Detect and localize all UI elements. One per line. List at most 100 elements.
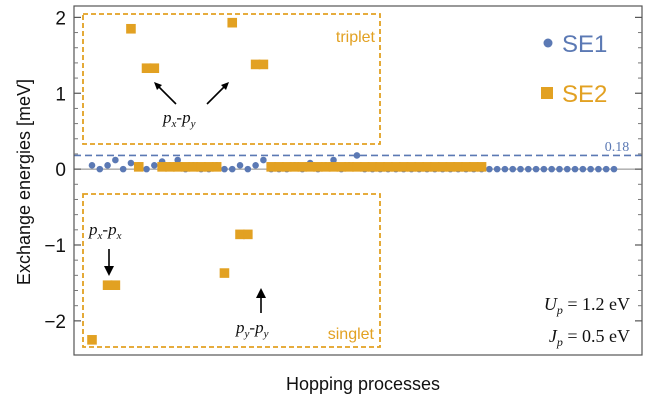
- data-point-se1: [228, 165, 236, 173]
- data-point-se1: [493, 165, 501, 173]
- data-point-se2: [367, 162, 378, 172]
- data-point-se2: [297, 162, 308, 172]
- data-point-se2: [344, 162, 354, 172]
- data-point-se1: [143, 165, 150, 173]
- y-axis-title: Exchange energies [meV]: [14, 79, 34, 285]
- data-point-se2: [437, 162, 448, 172]
- data-point-se2: [398, 162, 409, 172]
- annotation-up: Up = 1.2 eV: [544, 294, 630, 317]
- data-point-se2: [453, 162, 463, 172]
- svg-text:px-py: px-py: [162, 108, 196, 130]
- data-point-se2: [266, 162, 276, 172]
- data-point-se2: [289, 162, 300, 172]
- data-point-se2: [141, 63, 152, 74]
- data-point-se2: [461, 162, 471, 172]
- data-point-se1: [532, 165, 540, 173]
- legend: SE1 SE2: [541, 31, 607, 108]
- data-point-se1: [112, 156, 119, 164]
- data-point-se1: [260, 156, 267, 164]
- data-point-se2: [243, 229, 253, 240]
- svg-text:py-py: py-py: [235, 318, 269, 340]
- data-point-se2: [414, 162, 425, 172]
- data-point-se2: [219, 268, 230, 278]
- data-point-se1: [509, 165, 517, 173]
- data-point-se2: [383, 162, 393, 172]
- data-point-se1: [127, 159, 135, 167]
- data-point-se2: [258, 59, 269, 70]
- data-point-se2: [320, 162, 331, 172]
- legend-marker-se2: [541, 87, 553, 99]
- data-point-se2: [126, 23, 136, 34]
- data-point-se2: [235, 229, 245, 240]
- data-point-se2: [445, 162, 456, 172]
- data-point-se1: [96, 165, 104, 173]
- annotation-py-py: py-py: [235, 288, 269, 340]
- data-point-se2: [149, 63, 160, 74]
- data-point-se2: [305, 162, 315, 172]
- data-point-se2: [352, 162, 362, 172]
- data-point-se2: [180, 162, 191, 172]
- data-point-se2: [359, 162, 370, 172]
- legend-marker-se1: [543, 38, 553, 48]
- data-point-se1: [602, 165, 610, 173]
- data-point-se1: [236, 162, 244, 169]
- data-point-se2: [87, 335, 97, 345]
- data-point-se1: [571, 165, 579, 173]
- y-tick-label: 2: [55, 8, 66, 29]
- singlet-region-box: [82, 193, 381, 348]
- data-point-se2: [391, 162, 401, 172]
- annotation-px-py: px-py: [154, 82, 229, 130]
- triplet-label: triplet: [336, 29, 376, 46]
- data-point-se1: [330, 156, 337, 164]
- data-point-se2: [133, 162, 144, 172]
- data-point-se2: [313, 162, 323, 172]
- data-point-se1: [252, 162, 259, 169]
- data-point-se2: [211, 162, 222, 172]
- data-point-se2: [250, 59, 261, 70]
- data-point-se1: [104, 162, 111, 169]
- data-point-se2: [227, 17, 238, 28]
- data-point-se2: [172, 162, 183, 172]
- legend-label-se1: SE1: [562, 31, 607, 58]
- data-point-se1: [540, 165, 548, 173]
- data-point-se1: [524, 165, 532, 173]
- data-point-se1: [174, 156, 182, 164]
- data-point-se1: [221, 165, 228, 173]
- data-point-se1: [119, 165, 127, 173]
- singlet-label: singlet: [328, 326, 375, 343]
- data-point-se2: [468, 162, 479, 172]
- data-point-se1: [353, 152, 361, 159]
- data-point-se1: [501, 165, 509, 173]
- data-point-se2: [188, 162, 199, 172]
- data-point-se2: [375, 162, 386, 172]
- data-point-se1: [517, 165, 524, 173]
- plot-frame: [73, 5, 643, 356]
- y-tick-label: 0: [55, 160, 66, 181]
- data-point-se2: [430, 162, 440, 172]
- y-tick-label: 1: [55, 84, 66, 105]
- y-tick-label: −2: [44, 312, 66, 333]
- data-point-se1: [610, 165, 618, 173]
- triplet-region-box: [82, 13, 381, 145]
- data-point-se2: [328, 162, 339, 172]
- annotation-px-px: px-px: [88, 220, 122, 276]
- data-point-se1: [556, 165, 563, 173]
- reference-line-label: 0.18: [605, 140, 630, 155]
- data-point-se1: [486, 165, 493, 173]
- data-point-se2: [336, 162, 347, 172]
- data-point-se1: [548, 165, 555, 173]
- data-point-se1: [244, 165, 252, 173]
- data-point-se2: [422, 162, 432, 172]
- data-point-se1: [563, 165, 571, 173]
- data-point-se1: [151, 162, 158, 169]
- data-point-se1: [579, 165, 587, 173]
- legend-label-se2: SE2: [562, 81, 607, 108]
- data-point-se2: [165, 162, 175, 172]
- data-point-se2: [110, 280, 121, 290]
- data-point-se1: [595, 165, 602, 173]
- data-point-se1: [88, 162, 96, 169]
- x-axis-title: Hopping processes: [286, 374, 440, 394]
- y-tick-label: −1: [44, 236, 66, 257]
- svg-text:px-px: px-px: [88, 220, 122, 242]
